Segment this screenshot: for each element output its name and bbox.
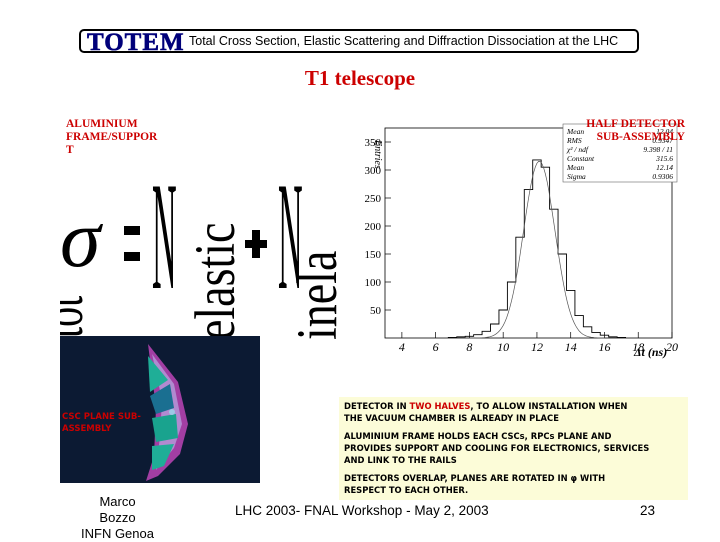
description-line: AND LINK TO THE RAILS bbox=[344, 455, 457, 465]
x-tick-label: 8 bbox=[466, 340, 472, 354]
aluminium-frame-label-line: ALUMINIUM bbox=[66, 118, 138, 130]
stats-key: Sigma bbox=[567, 172, 586, 181]
totem-logo: TOTEM bbox=[87, 29, 185, 57]
y-tick-label: 100 bbox=[365, 277, 382, 289]
y-tick-label: 350 bbox=[365, 137, 382, 149]
stats-value: 0.9306 bbox=[652, 172, 673, 181]
stats-key: χ² / ndf bbox=[566, 145, 589, 154]
x-tick-label: 12 bbox=[531, 340, 543, 354]
description-text: , TO ALLOW INSTALLATION WHEN bbox=[470, 401, 628, 411]
stats-key: Mean bbox=[566, 127, 584, 136]
timing-histogram: 50 100 150 200 250 300 350 4 6 8 10 12 14 16 18 20 Entr… bbox=[340, 120, 685, 360]
header-bar: TOTEM Total Cross Section, Elastic Scatt… bbox=[79, 29, 639, 56]
formula-equals-bottom bbox=[124, 252, 140, 261]
cross-section-formula: σ tot N elastic N inela bbox=[60, 168, 340, 350]
footer-author: Marco Bozzo INFN Genoa bbox=[80, 494, 155, 542]
footer-event: LHC 2003- FNAL Workshop - May 2, 2003 bbox=[235, 503, 489, 518]
half-detector-label-line: HALF DETECTOR bbox=[586, 118, 685, 130]
y-tick-label: 50 bbox=[370, 305, 382, 317]
stats-value: 0.9347 bbox=[652, 136, 673, 145]
half-detector-label: HALF DETECTOR SUB-ASSEMBLY bbox=[565, 118, 685, 144]
author-affiliation: INFN Genoa bbox=[81, 526, 154, 541]
histogram-bar bbox=[558, 254, 566, 338]
csc-plane-label: CSC PLANE SUB- ASSEMBLY bbox=[62, 411, 141, 435]
x-tick-label: 18 bbox=[632, 340, 644, 354]
gaussian-fit-curve bbox=[469, 161, 605, 339]
csc-segment bbox=[152, 444, 174, 470]
x-tick-label: 4 bbox=[399, 340, 405, 354]
author-name: Marco Bozzo bbox=[99, 494, 136, 525]
csc-segment bbox=[148, 356, 168, 392]
histogram-bar bbox=[541, 167, 549, 338]
stats-value: 315.6 bbox=[655, 154, 673, 163]
stats-box: Mean 12.04 RMS 0.9347 χ² / ndf 9.398 / 11 Cons… bbox=[562, 123, 678, 183]
description-line: PROVIDES SUPPORT AND COOLING FOR ELECTRO… bbox=[344, 443, 650, 453]
y-axis-label: Entries bbox=[372, 139, 383, 169]
description-box: DETECTOR IN TWO HALVES, TO ALLOW INSTALL… bbox=[339, 397, 688, 500]
description-text: DETECTOR IN bbox=[344, 401, 410, 411]
stats-key: Constant bbox=[567, 154, 595, 163]
x-tick-label: 20 bbox=[666, 340, 678, 354]
histogram-bar bbox=[524, 190, 532, 338]
x-tick-label: 10 bbox=[497, 340, 509, 354]
histogram-outline bbox=[447, 159, 627, 338]
y-tick-label: 150 bbox=[365, 249, 382, 261]
description-line: THE VACUUM CHAMBER IS ALREADY IN PLACE bbox=[344, 413, 559, 423]
y-tick-label: 200 bbox=[365, 221, 382, 233]
aluminium-frame-label-line: FRAME/SUPPOR bbox=[66, 131, 158, 143]
y-tick-label: 300 bbox=[365, 165, 382, 177]
histogram-bar bbox=[550, 209, 558, 338]
plot-frame bbox=[384, 127, 673, 339]
stats-value: 12.04 bbox=[656, 127, 673, 136]
stats-key: RMS bbox=[566, 136, 582, 145]
csc-segment bbox=[152, 414, 178, 442]
half-detector-label-line: SUB-ASSEMBLY bbox=[596, 131, 685, 143]
x-axis-label: Δt (ns) bbox=[633, 345, 667, 359]
x-tick-label: 16 bbox=[598, 340, 610, 354]
description-line: ALUMINIUM FRAME HOLDS EACH CSCs, RPCs PL… bbox=[344, 431, 612, 441]
formula-sub-inel: inela bbox=[286, 251, 340, 340]
histogram-bar bbox=[507, 282, 515, 338]
two-halves-highlight: TWO HALVES bbox=[409, 401, 471, 411]
formula-n2: N bbox=[278, 168, 303, 323]
stats-key: Mean bbox=[566, 163, 584, 172]
slide-title: T1 telescope bbox=[304, 66, 416, 90]
y-tick-label: 250 bbox=[365, 193, 382, 205]
aluminium-frame-label: ALUMINIUM FRAME/SUPPOR T bbox=[66, 118, 157, 157]
histogram-bar bbox=[533, 160, 541, 338]
csc-plane-label-line: CSC PLANE SUB- bbox=[62, 412, 141, 422]
stats-value: 9.398 / 11 bbox=[643, 145, 673, 154]
formula-equals-top bbox=[124, 226, 140, 235]
csc-hole bbox=[169, 409, 175, 415]
description-line: DETECTOR IN TWO HALVES, TO ALLOW INSTALL… bbox=[344, 400, 627, 412]
x-tick-label: 14 bbox=[565, 340, 577, 354]
csc-plane-label-line: ASSEMBLY bbox=[62, 424, 112, 434]
formula-sigma: σ bbox=[60, 193, 104, 284]
stats-value: 12.14 bbox=[656, 163, 673, 172]
formula-plus-v bbox=[252, 230, 260, 258]
csc-segment bbox=[150, 384, 174, 414]
description-line: RESPECT TO EACH OTHER. bbox=[344, 485, 469, 495]
formula-sub-elastic: elastic bbox=[184, 223, 247, 340]
header-title: Total Cross Section, Elastic Scattering … bbox=[189, 34, 619, 48]
formula-sub-tot: tot bbox=[60, 296, 96, 338]
page-number: 23 bbox=[640, 503, 656, 518]
aluminium-frame-label-line: T bbox=[66, 144, 74, 156]
description-line: DETECTORS OVERLAP, PLANES ARE ROTATED IN… bbox=[344, 473, 606, 483]
csc-plane-image bbox=[60, 336, 260, 483]
formula-n1: N bbox=[152, 168, 177, 323]
x-tick-label: 6 bbox=[433, 340, 439, 354]
